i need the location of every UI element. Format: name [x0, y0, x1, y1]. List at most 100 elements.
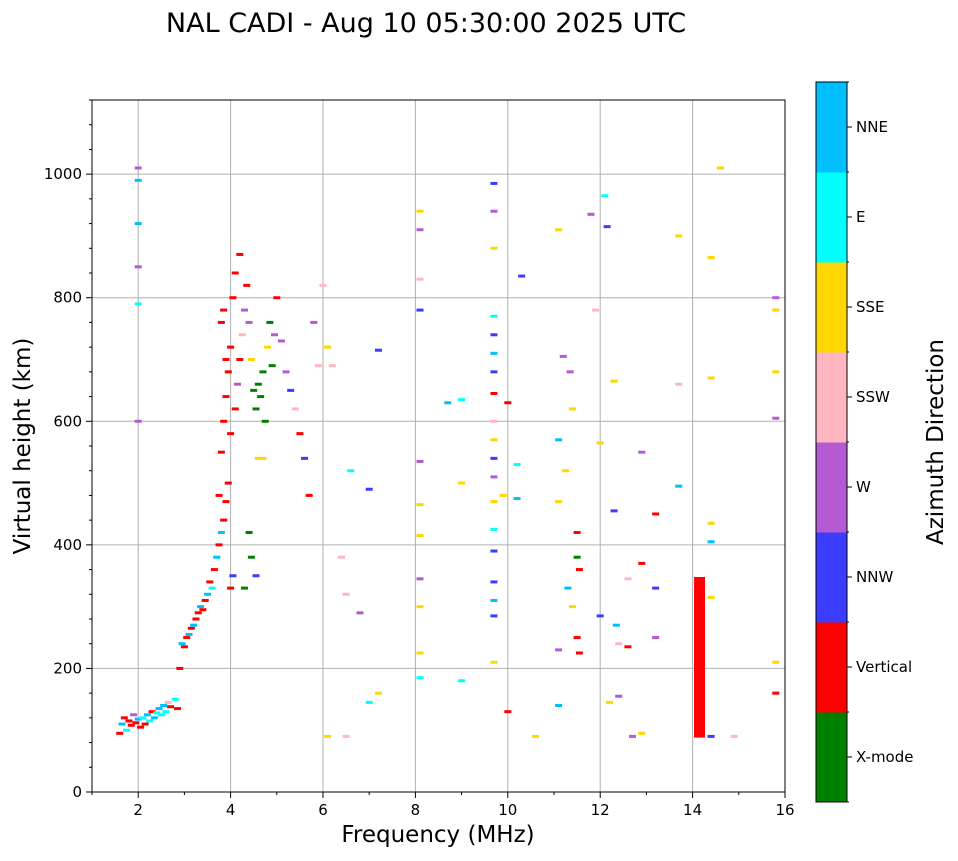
echo-point	[587, 212, 595, 216]
echo-point	[416, 459, 424, 463]
colorbar-category-label: Vertical	[856, 658, 912, 676]
colorbar-segment	[816, 352, 847, 443]
echo-point	[120, 716, 128, 720]
echo-point	[513, 463, 521, 467]
echo-point	[266, 320, 274, 324]
echo-point	[416, 308, 424, 312]
colorbar-segment	[816, 712, 847, 803]
y-tick-label: 0	[72, 783, 82, 801]
colorbar-category-label: X-mode	[856, 748, 913, 766]
echo-point	[238, 333, 246, 337]
echo-point	[116, 731, 124, 735]
echo-point	[234, 382, 242, 386]
echo-point	[555, 648, 563, 652]
echo-point	[268, 364, 276, 368]
echo-point	[490, 314, 498, 318]
x-axis-ticks: 2 4 6 8 10 12 14 16	[91, 792, 795, 819]
echo-point	[250, 388, 258, 392]
echo-point	[194, 611, 202, 615]
echo-point	[365, 700, 373, 704]
echo-point	[319, 283, 327, 287]
echo-point	[416, 651, 424, 655]
echo-point	[192, 617, 200, 621]
echo-point	[148, 710, 156, 714]
echo-point	[222, 358, 230, 361]
x-tick-label: 4	[226, 801, 236, 819]
echo-point	[532, 734, 540, 738]
echo-point	[707, 521, 715, 525]
echo-point	[291, 407, 299, 411]
x-axis-label: Frequency (MHz)	[341, 822, 534, 848]
echo-point	[707, 734, 715, 738]
echo-point	[231, 407, 239, 411]
echo-point	[277, 339, 285, 343]
colorbar-label: Azimuth Direction	[923, 339, 949, 545]
echo-point	[160, 704, 168, 707]
echo-bar	[694, 576, 706, 738]
echo-point	[652, 512, 660, 516]
echo-point	[305, 493, 313, 497]
echo-point	[236, 358, 244, 361]
echo-point	[416, 209, 424, 213]
echo-point	[624, 577, 632, 581]
echo-point	[287, 388, 295, 392]
echo-point	[416, 228, 424, 232]
echo-point	[772, 691, 780, 695]
echo-point	[118, 722, 126, 726]
echo-point	[314, 364, 322, 368]
echo-point	[252, 407, 260, 411]
echo-point	[227, 432, 235, 436]
echo-point	[490, 598, 498, 602]
echo-point	[328, 364, 336, 368]
echo-point	[573, 555, 581, 559]
echo-point	[185, 632, 193, 636]
echo-point	[675, 484, 683, 488]
echo-point	[458, 679, 466, 683]
echo-point	[573, 636, 581, 640]
echo-point	[125, 719, 133, 723]
echo-point	[416, 277, 424, 281]
echo-point	[220, 518, 228, 522]
x-tick-label: 16	[775, 801, 794, 819]
echo-point	[490, 246, 498, 250]
echo-point	[566, 370, 574, 374]
colorbar-category-label: W	[856, 478, 871, 496]
echo-point	[342, 734, 350, 738]
echo-point	[615, 642, 623, 646]
echo-point	[197, 605, 205, 609]
echo-point	[190, 623, 198, 627]
echo-point	[772, 370, 780, 374]
echo-point	[247, 358, 255, 361]
echo-point	[259, 456, 267, 460]
echo-point	[296, 432, 304, 436]
echo-point	[347, 469, 355, 473]
echo-point	[171, 697, 179, 701]
echo-point	[150, 716, 158, 720]
echo-point	[217, 450, 225, 454]
echo-point	[183, 636, 191, 640]
echo-point	[257, 395, 265, 399]
x-tick-label: 2	[133, 801, 143, 819]
chart-title: NAL CADI - Aug 10 05:30:00 2025 UTC	[166, 8, 686, 39]
echo-point	[157, 713, 165, 717]
echo-point	[596, 614, 604, 618]
echo-point	[638, 731, 646, 735]
echo-point	[210, 568, 218, 572]
echo-point	[208, 586, 216, 590]
echo-point	[206, 580, 214, 584]
echo-point	[490, 209, 498, 213]
echo-point	[730, 734, 738, 738]
echo-point	[220, 308, 228, 312]
echo-point	[555, 500, 563, 504]
echo-point	[374, 691, 382, 695]
echo-point	[173, 707, 181, 711]
colorbar-segment	[816, 82, 847, 173]
echo-point	[217, 531, 225, 534]
echo-point	[490, 438, 498, 442]
echo-point	[490, 419, 498, 423]
echo-point	[716, 166, 724, 170]
echo-point	[342, 592, 350, 596]
echo-point	[772, 416, 780, 420]
echo-point	[141, 722, 149, 726]
echo-point	[365, 487, 373, 491]
